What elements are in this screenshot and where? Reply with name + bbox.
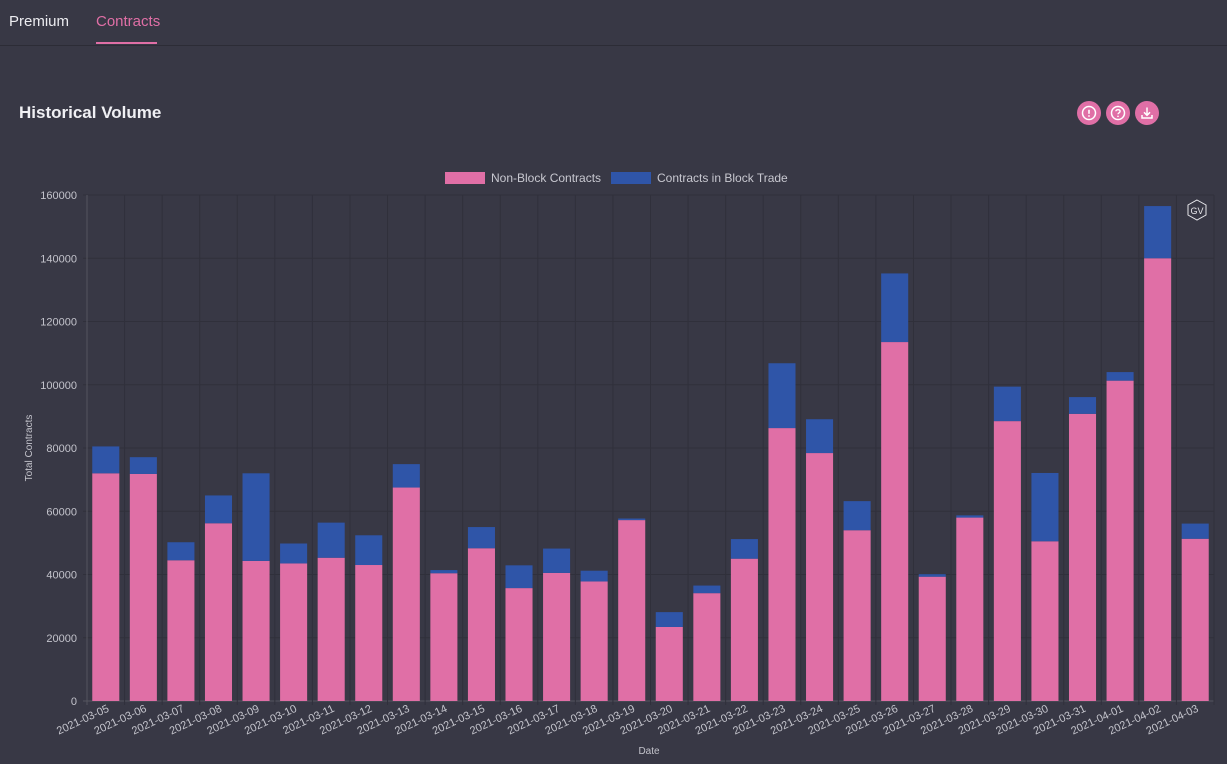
bar-non-block[interactable]	[204, 523, 233, 701]
bar-non-block[interactable]	[730, 558, 758, 701]
legend-label-non-block[interactable]: Non-Block Contracts	[491, 171, 601, 185]
bar-non-block[interactable]	[392, 487, 420, 701]
y-tick-label: 20000	[46, 633, 77, 645]
bar-block[interactable]	[204, 495, 233, 524]
bar-non-block[interactable]	[1068, 413, 1097, 701]
info-icon	[1081, 105, 1097, 121]
bar-block[interactable]	[92, 446, 120, 474]
bar-non-block[interactable]	[467, 548, 495, 701]
bar-non-block[interactable]	[655, 627, 683, 701]
bar-block[interactable]	[993, 386, 1021, 422]
bar-block[interactable]	[881, 273, 909, 343]
bar-non-block[interactable]	[317, 557, 345, 701]
bar-block[interactable]	[693, 585, 721, 594]
bar-block[interactable]	[1144, 206, 1172, 259]
bar-block[interactable]	[730, 539, 758, 559]
bar-non-block[interactable]	[355, 565, 383, 701]
bar-non-block[interactable]	[618, 520, 646, 701]
bar-non-block[interactable]	[1031, 541, 1059, 701]
y-tick-label: 80000	[46, 443, 77, 455]
gv-logo: GV	[1187, 199, 1207, 221]
bar-non-block[interactable]	[543, 572, 571, 701]
bar-block[interactable]	[242, 473, 270, 561]
bar-non-block[interactable]	[918, 576, 946, 701]
bar-block[interactable]	[467, 527, 495, 549]
bar-block[interactable]	[1181, 523, 1209, 539]
bar-non-block[interactable]	[580, 581, 608, 701]
bar-block[interactable]	[543, 548, 571, 573]
bar-block[interactable]	[956, 515, 984, 518]
bar-non-block[interactable]	[280, 563, 308, 701]
y-tick-label: 40000	[46, 570, 77, 582]
bar-block[interactable]	[918, 574, 946, 577]
legend-label-block[interactable]: Contracts in Block Trade	[657, 171, 788, 185]
help-button[interactable]	[1106, 101, 1130, 125]
chart-legend: Non-Block Contracts Contracts in Block T…	[445, 171, 788, 185]
bar-block[interactable]	[1068, 397, 1097, 414]
bar-block[interactable]	[618, 518, 646, 521]
bar-non-block[interactable]	[956, 517, 984, 701]
bar-non-block[interactable]	[806, 453, 834, 701]
page-title: Historical Volume	[19, 103, 162, 122]
bar-block[interactable]	[1106, 372, 1134, 381]
chart-gridlines	[83, 194, 1215, 705]
bar-block[interactable]	[1031, 472, 1059, 542]
tab-bar: Premium Contracts	[0, 0, 1227, 46]
bar-non-block[interactable]	[1181, 538, 1209, 701]
tab-premium[interactable]: Premium	[9, 13, 70, 30]
active-tab-indicator	[96, 42, 157, 44]
bar-non-block[interactable]	[242, 560, 270, 701]
bar-non-block[interactable]	[843, 530, 871, 701]
bar-non-block[interactable]	[505, 588, 533, 701]
info-button[interactable]	[1077, 101, 1101, 125]
bar-block[interactable]	[392, 464, 420, 488]
bar-non-block[interactable]	[1144, 258, 1172, 701]
y-axis-ticks: 0 20000 40000 60000 80000 100000 120000 140000 1…	[40, 190, 77, 708]
bar-non-block[interactable]	[693, 593, 721, 701]
y-tick-label: 120000	[40, 317, 77, 329]
tab-contracts[interactable]: Contracts	[96, 13, 161, 30]
bar-block[interactable]	[580, 570, 608, 582]
y-axis-title: Total Contracts	[24, 415, 35, 482]
bar-block[interactable]	[167, 542, 195, 561]
bar-block[interactable]	[768, 363, 796, 429]
x-axis-ticks: 2021-03-052021-03-062021-03-072021-03-08…	[55, 703, 1200, 738]
historical-volume-chart: 0 20000 40000 60000 80000 100000 120000 140000 1…	[24, 171, 1215, 757]
bar-non-block[interactable]	[167, 560, 195, 701]
bar-block[interactable]	[430, 570, 458, 574]
bar-block[interactable]	[355, 535, 383, 566]
bar-non-block[interactable]	[129, 473, 157, 701]
bar-non-block[interactable]	[768, 428, 796, 701]
bar-block[interactable]	[806, 419, 834, 454]
bar-block[interactable]	[655, 612, 683, 627]
bar-non-block[interactable]	[881, 342, 909, 701]
y-tick-label: 140000	[40, 253, 77, 265]
y-tick-label: 0	[71, 696, 77, 708]
bar-non-block[interactable]	[430, 573, 458, 701]
download-button[interactable]	[1135, 101, 1159, 125]
download-icon	[1141, 107, 1153, 119]
bar-block[interactable]	[317, 522, 345, 558]
bar-non-block[interactable]	[1106, 380, 1134, 701]
chart-bars	[92, 206, 1209, 701]
x-axis-title: Date	[638, 746, 660, 757]
bar-non-block[interactable]	[993, 421, 1021, 701]
y-tick-label: 160000	[40, 190, 77, 202]
svg-text:GV: GV	[1190, 206, 1203, 216]
legend-swatch-non-block[interactable]	[445, 172, 485, 184]
y-tick-label: 60000	[46, 506, 77, 518]
bar-block[interactable]	[280, 543, 308, 564]
help-icon	[1110, 105, 1126, 121]
bar-non-block[interactable]	[92, 473, 120, 701]
bar-block[interactable]	[843, 501, 871, 531]
bar-block[interactable]	[129, 457, 157, 474]
legend-swatch-block[interactable]	[611, 172, 651, 184]
y-tick-label: 100000	[40, 380, 77, 392]
bar-block[interactable]	[505, 565, 533, 589]
